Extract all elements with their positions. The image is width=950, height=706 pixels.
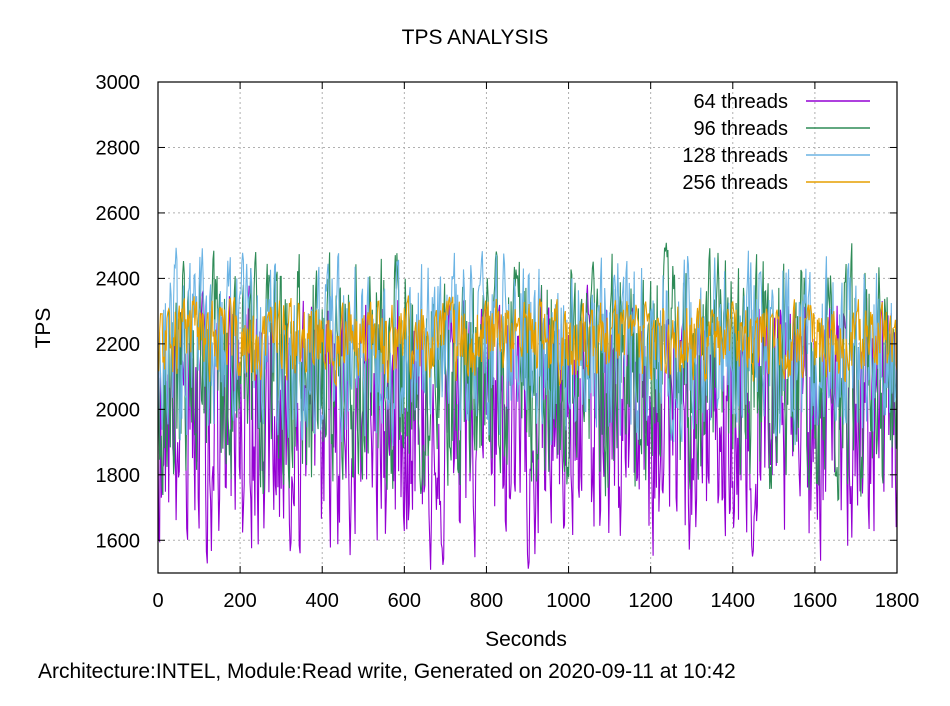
y-tick-label: 1600	[96, 530, 141, 552]
x-axis-label: Seconds	[485, 628, 567, 651]
y-tick-label: 1800	[96, 465, 141, 487]
legend-label: 64 threads	[693, 91, 788, 113]
y-tick-label: 2800	[96, 137, 141, 159]
x-tick-label: 600	[388, 590, 421, 612]
y-tick-label: 2400	[96, 268, 141, 290]
x-tick-label: 1800	[875, 590, 920, 612]
x-tick-label: 1000	[546, 590, 591, 612]
x-tick-label: 400	[306, 590, 339, 612]
axis-ticks: 0 200 400 600 800 1000 1200 1400 1600 1800 1600 180…	[96, 72, 920, 612]
series-line	[158, 295, 897, 387]
series-line	[158, 242, 897, 502]
y-tick-label: 2200	[96, 334, 141, 356]
x-tick-label: 1200	[628, 590, 673, 612]
y-axis-label: TPS	[32, 308, 55, 349]
legend-label: 128 threads	[682, 145, 788, 167]
x-tick-label: 1600	[793, 590, 838, 612]
y-tick-label: 3000	[96, 72, 141, 94]
x-tick-label: 200	[223, 590, 256, 612]
plot-frame	[157, 81, 898, 574]
legend-label: 96 threads	[693, 118, 788, 140]
x-tick-label: 800	[470, 590, 503, 612]
y-tick-label: 2000	[96, 399, 141, 421]
series-layer	[158, 242, 897, 570]
x-tick-label: 0	[152, 590, 163, 612]
legend-label: 256 threads	[682, 172, 788, 194]
legend: 64 threads 96 threads 128 threads 256 threa…	[682, 91, 870, 194]
footer-caption: Architecture:INTEL, Module:Read write, G…	[38, 660, 736, 683]
y-tick-label: 2600	[96, 203, 141, 225]
chart-title: TPS ANALYSIS	[401, 26, 549, 49]
x-tick-label: 1400	[711, 590, 756, 612]
